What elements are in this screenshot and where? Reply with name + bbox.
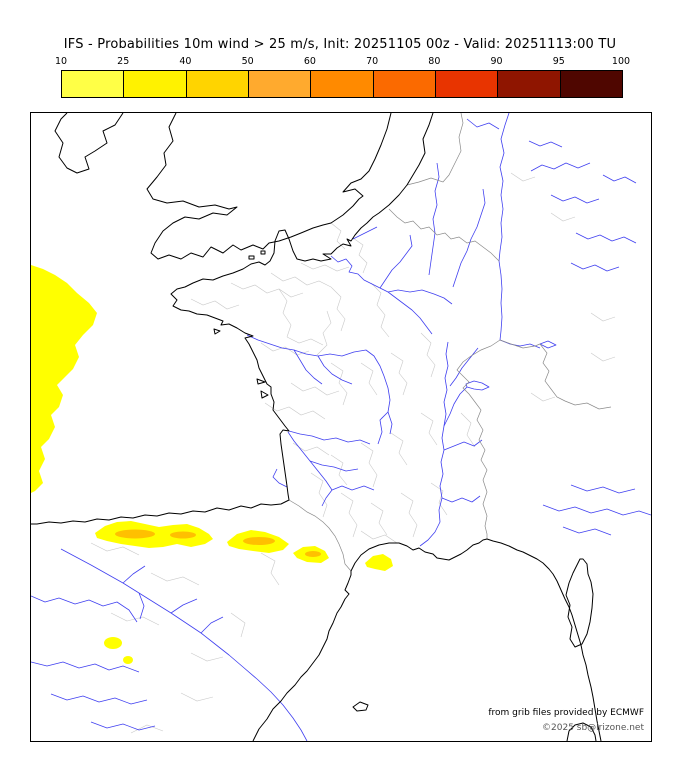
river-saone-rhone bbox=[419, 341, 449, 547]
probability-area-atlantic bbox=[31, 265, 97, 493]
river-dordogne bbox=[288, 430, 371, 445]
river-doubs bbox=[449, 347, 479, 387]
river-tarn bbox=[331, 485, 375, 491]
river-moselle bbox=[452, 188, 486, 288]
river-marne bbox=[387, 289, 453, 305]
attribution-copyright: ©2025 sb@irizone.net bbox=[542, 723, 644, 733]
coastline-layer bbox=[31, 113, 602, 741]
chart-title: IFS - Probabilities 10m wind > 25 m/s, I… bbox=[63, 37, 617, 52]
map-canvas: from grib files provided by ECMWF ©2025 … bbox=[30, 112, 652, 742]
probability-area-mediterranean bbox=[365, 554, 393, 571]
probability-core bbox=[115, 529, 155, 539]
lake-constance bbox=[539, 340, 557, 349]
scale-segment bbox=[372, 71, 435, 97]
border-netherlands bbox=[406, 113, 464, 186]
department-borders-layer bbox=[90, 172, 616, 734]
river-adour bbox=[272, 468, 288, 488]
rivers-layer bbox=[31, 113, 651, 741]
river-rhine bbox=[498, 113, 541, 349]
scale-segment bbox=[247, 71, 311, 97]
river-meuse bbox=[428, 162, 440, 276]
scale-tick-label: 100 bbox=[611, 56, 631, 67]
scale-segment bbox=[497, 71, 560, 97]
probability-core bbox=[305, 551, 321, 557]
river-spain-south bbox=[31, 661, 156, 731]
river-isere bbox=[443, 439, 483, 451]
probability-spot-spain-1 bbox=[104, 637, 122, 649]
river-garonne bbox=[287, 431, 333, 507]
scale-tick-label: 95 bbox=[552, 56, 565, 67]
scale-segment bbox=[559, 71, 622, 97]
river-loire bbox=[246, 334, 393, 435]
coast-sardinia bbox=[566, 722, 597, 741]
scale-tick-label: 25 bbox=[117, 56, 130, 67]
river-germany bbox=[466, 118, 637, 272]
coast-mediterranean bbox=[252, 538, 602, 741]
lake-geneva bbox=[465, 380, 490, 391]
river-rhone-upper bbox=[443, 386, 468, 427]
probability-core bbox=[170, 531, 196, 539]
river-lot bbox=[309, 460, 359, 472]
scale-tick-label: 50 bbox=[241, 56, 254, 67]
department-border-path bbox=[190, 222, 436, 396]
scale-segment bbox=[310, 71, 373, 97]
river-durance bbox=[441, 495, 481, 503]
probability-cores bbox=[115, 529, 321, 557]
border-pyrenees bbox=[288, 499, 352, 572]
coast-ireland bbox=[54, 113, 124, 174]
department-border-path bbox=[90, 172, 616, 734]
scale-tick-label: 80 bbox=[428, 56, 441, 67]
probability-core bbox=[243, 537, 275, 545]
river-ebro bbox=[60, 548, 308, 741]
river-po-valley bbox=[542, 484, 651, 536]
attribution: from grib files provided by ECMWF ©2025 … bbox=[488, 706, 644, 736]
coast-britain bbox=[146, 113, 392, 260]
river-somme bbox=[352, 226, 378, 240]
river-allier bbox=[377, 411, 389, 445]
coast-small-islands bbox=[213, 250, 369, 712]
probability-spot-spain-2 bbox=[123, 656, 133, 664]
scale-segment bbox=[185, 71, 248, 97]
country-borders-layer bbox=[288, 113, 612, 572]
scale-segment bbox=[123, 71, 186, 97]
coast-corsica bbox=[565, 558, 594, 648]
scale-tick-label: 10 bbox=[54, 56, 68, 67]
scale-segment bbox=[434, 71, 498, 97]
river-oise bbox=[379, 234, 413, 289]
map-svg bbox=[31, 113, 651, 741]
border-switzerland-italy bbox=[456, 339, 501, 539]
coast-atlantic bbox=[31, 113, 434, 525]
border-belgium-germany bbox=[388, 208, 500, 262]
scale-tick-label: 70 bbox=[366, 56, 379, 67]
border-switzerland-east bbox=[499, 339, 612, 410]
river-vienne bbox=[293, 349, 323, 385]
scale-tick-label: 90 bbox=[490, 56, 503, 67]
river-douro bbox=[31, 595, 138, 623]
river-cher bbox=[317, 355, 353, 385]
scale-tick-label: 60 bbox=[303, 56, 316, 67]
river-seine bbox=[330, 255, 433, 335]
attribution-source: from grib files provided by ECMWF bbox=[488, 708, 644, 718]
probability-areas bbox=[31, 265, 393, 664]
scale-tick-label: 40 bbox=[179, 56, 192, 67]
scale-labels: 10 25 40 50 60 70 80 90 95 100 bbox=[55, 56, 630, 68]
scale-bar bbox=[61, 70, 623, 98]
scale-segment bbox=[62, 71, 124, 97]
